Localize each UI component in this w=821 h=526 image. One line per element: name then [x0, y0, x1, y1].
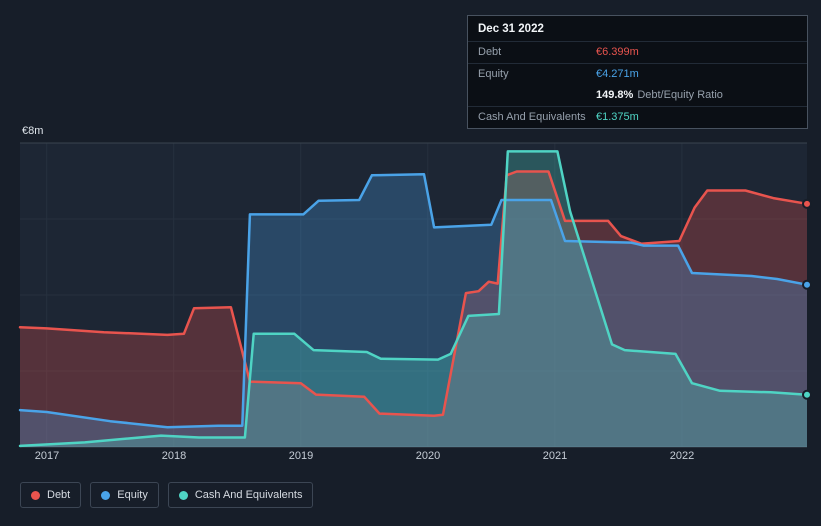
- tooltip-equity-value: €4.271m: [596, 68, 639, 80]
- debt-dot-icon: [31, 490, 40, 500]
- cash-dot-icon: [178, 490, 188, 500]
- x-tick-2022: 2022: [669, 450, 695, 462]
- chart-plot-area[interactable]: [18, 142, 812, 448]
- legend-cash-label: Cash And Equivalents: [194, 489, 303, 501]
- tooltip-equity-label: Equity: [478, 68, 509, 80]
- legend-debt-label: Debt: [47, 489, 71, 501]
- x-tick-2020: 2020: [415, 450, 441, 462]
- x-tick-2018: 2018: [161, 450, 187, 462]
- chart-legend: Debt Equity Cash And Equivalents: [20, 482, 314, 508]
- tooltip-debt-label: Debt: [478, 46, 502, 58]
- tooltip-row-equity: Equity €4.271m: [468, 64, 807, 85]
- y-axis-label-top: €8m: [22, 125, 44, 137]
- tooltip-row-ratio: 149.8% Debt/Equity Ratio: [468, 85, 807, 107]
- legend-item-equity[interactable]: Equity: [90, 482, 159, 508]
- tooltip-ratio: 149.8% Debt/Equity Ratio: [596, 89, 723, 101]
- tooltip-ratio-label: Debt/Equity Ratio: [637, 89, 723, 101]
- tooltip-cash-value: €1.375m: [596, 111, 639, 123]
- legend-equity-label: Equity: [117, 489, 148, 501]
- tooltip-ratio-value: 149.8%: [596, 89, 634, 101]
- x-tick-2019: 2019: [288, 450, 314, 462]
- legend-item-debt[interactable]: Debt: [20, 482, 82, 508]
- chart-tooltip: Dec 31 2022 Debt €6.399m Equity €4.271m …: [467, 15, 808, 129]
- legend-item-cash[interactable]: Cash And Equivalents: [167, 482, 314, 508]
- tooltip-row-cash: Cash And Equivalents €1.375m: [468, 107, 807, 128]
- tooltip-row-debt: Debt €6.399m: [468, 42, 807, 64]
- tooltip-debt-value: €6.399m: [596, 46, 639, 58]
- tooltip-cash-label: Cash And Equivalents: [478, 111, 586, 123]
- equity-dot-icon: [101, 490, 111, 500]
- x-tick-2021: 2021: [542, 450, 568, 462]
- tooltip-date: Dec 31 2022: [468, 16, 807, 42]
- x-tick-2017: 2017: [34, 450, 60, 462]
